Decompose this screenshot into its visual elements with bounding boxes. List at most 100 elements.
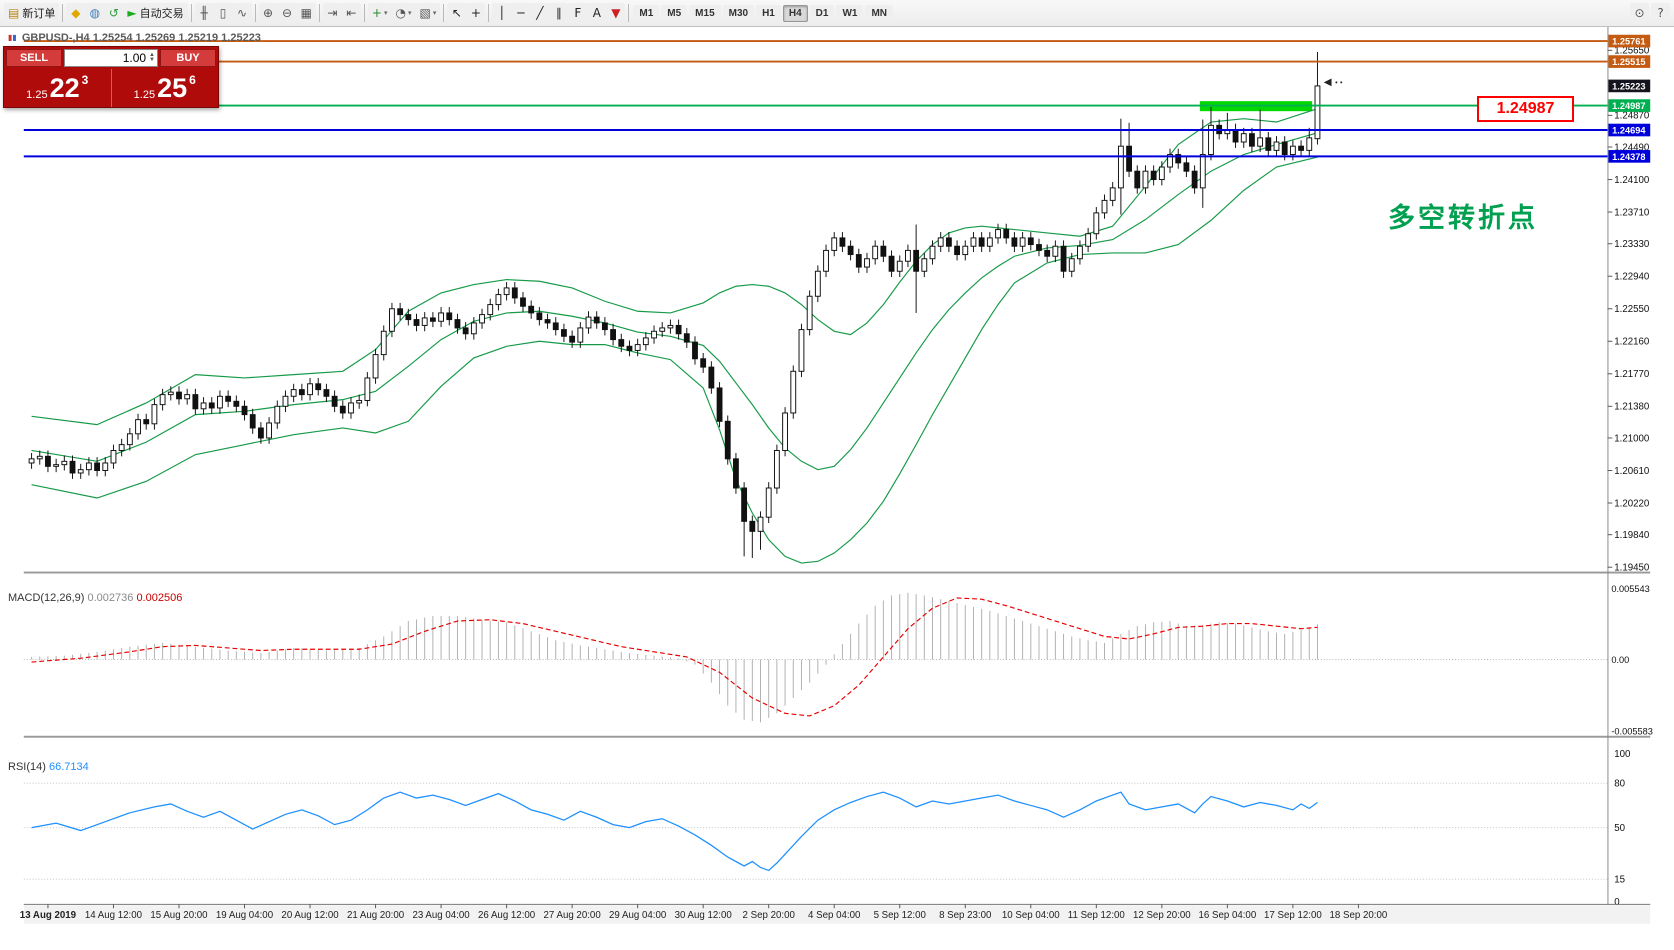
svg-text:15 Aug 20:00: 15 Aug 20:00 [150, 910, 208, 921]
horizontal-line-icon: ─ [517, 6, 525, 20]
svg-text:18 Sep 20:00: 18 Sep 20:00 [1330, 910, 1388, 921]
time-axis-strip [23, 905, 1651, 924]
svg-text:0.00: 0.00 [1611, 655, 1629, 665]
search-icon[interactable]: ⊙ [1630, 3, 1649, 23]
refresh-icon[interactable]: ↺ [104, 3, 124, 23]
zoom-in-icon: ⊕ [263, 6, 274, 20]
timeframe-d1[interactable]: D1 [809, 4, 835, 22]
svg-text:1.19450: 1.19450 [1614, 563, 1650, 574]
svg-text:1.23710: 1.23710 [1614, 207, 1650, 218]
svg-text:11 Sep 12:00: 11 Sep 12:00 [1068, 910, 1126, 921]
chart-shift-icon[interactable]: ⇤ [341, 3, 361, 23]
templates-button[interactable]: ▧ ▾ [415, 3, 441, 23]
tile-windows-icon: ▦ [300, 6, 312, 20]
svg-text:1.25515: 1.25515 [1612, 57, 1645, 67]
sell-price[interactable]: 1.25 22 3 [4, 69, 112, 107]
trade-panel-prices: 1.25 22 3 1.25 25 6 [4, 69, 218, 107]
chart-title-text: GBPUSD-,H4 1.25254 1.25269 1.25219 1.252… [21, 32, 261, 44]
svg-text:1.24694: 1.24694 [1612, 125, 1646, 135]
svg-text:80: 80 [1614, 779, 1625, 790]
timeframe-m5[interactable]: M5 [661, 4, 688, 22]
auto-scroll-icon[interactable]: ⇥ [322, 3, 342, 23]
navigator-icon[interactable]: ◍ [85, 3, 105, 23]
volume-spinner[interactable]: ▲ ▼ [149, 52, 155, 63]
tile-windows-icon[interactable]: ▦ [296, 3, 316, 23]
timeframe-m15[interactable]: M15 [689, 4, 721, 22]
buy-price[interactable]: 1.25 25 6 [112, 69, 219, 107]
line-chart-mode-icon[interactable]: ∿ [232, 3, 252, 23]
spinner-down-icon[interactable]: ▼ [149, 57, 155, 63]
periods-button[interactable]: ◔ ▾ [391, 3, 416, 23]
svg-text:1.24100: 1.24100 [1614, 175, 1650, 186]
time-axis[interactable] [0, 930, 1630, 950]
timeframe-m30[interactable]: M30 [722, 4, 755, 22]
trade-panel-top-row: SELL 1.00 ▲ ▼ BUY [4, 47, 218, 69]
cursor-icon[interactable]: ↖ [447, 3, 467, 23]
help-icon[interactable]: ? [1651, 3, 1670, 23]
macd-panel-separator [23, 571, 1651, 574]
autotrading-button[interactable]: ► 自动交易 [123, 3, 188, 23]
new-order-icon: ▤ [8, 6, 20, 20]
price-scale-badge [1608, 55, 1651, 68]
price-scale-badge [1608, 79, 1651, 93]
price-scale-badge [1608, 123, 1651, 137]
svg-text:1.22550: 1.22550 [1614, 304, 1650, 315]
fibonacci-icon[interactable]: F [568, 3, 588, 23]
svg-text:-0.005583: -0.005583 [1611, 726, 1653, 736]
svg-text:1.22940: 1.22940 [1614, 272, 1650, 283]
pivot-note-text[interactable]: 多空转折点 [1388, 203, 1538, 233]
toolbar-separator [254, 4, 256, 22]
trendline-icon[interactable]: ╱ [530, 3, 550, 23]
toolbar-separator [628, 4, 630, 22]
candlestick-mode-icon[interactable]: ▯ [213, 3, 233, 23]
pivot-price-label[interactable]: 1.24987 [1477, 96, 1574, 122]
spinner-up-icon[interactable]: ▲ [149, 52, 155, 58]
toolbar-separator [190, 4, 192, 22]
timeframe-h1[interactable]: H1 [756, 4, 781, 22]
bollinger-middle-line [31, 132, 1318, 471]
timeframe-w1[interactable]: W1 [836, 4, 864, 22]
chevron-down-icon: ▾ [432, 9, 437, 17]
svg-text:27 Aug 20:00: 27 Aug 20:00 [544, 910, 602, 921]
price-scale-border [1607, 27, 1609, 905]
navigator-icon: ◍ [89, 6, 101, 20]
sell-price-pip: 3 [81, 73, 89, 87]
chart-title: ▮▮ GBPUSD-,H4 1.25254 1.25269 1.25219 1.… [8, 32, 261, 44]
vertical-line-icon[interactable]: │ [492, 3, 512, 23]
timeframe-mn[interactable]: MN [865, 4, 894, 22]
price-scale[interactable] [1630, 27, 1674, 930]
new-order-button[interactable]: ▤ 新订单 [4, 3, 60, 23]
toolbar-separator [363, 4, 365, 22]
horizontal-line-icon[interactable]: ─ [511, 3, 531, 23]
text-label-icon[interactable]: A [587, 3, 607, 23]
toolbar: ▤ 新订单 ◆ ◍ ↺ ► 自动交易 ╫ ▯ ∿ ⊕ ⊖ ▦ ⇥ ⇤ + ▾ ◔ ▾ ▧ ▾ ↖ + │ ─ ╱ ∥ F A ▼ M1 M5 M… [0, 0, 1674, 27]
svg-text:1.21000: 1.21000 [1614, 433, 1650, 444]
timeframe-h4[interactable]: H4 [782, 4, 808, 22]
equidistant-channel-icon: ∥ [555, 6, 562, 20]
arrow-objects-icon[interactable]: ▼ [606, 3, 626, 23]
bar-chart-mode-icon: ╫ [200, 6, 208, 20]
zoom-in-icon[interactable]: ⊕ [258, 3, 278, 23]
toolbar-separator [488, 4, 490, 22]
metaeditor-icon[interactable]: ◆ [66, 3, 86, 23]
timeframe-m1[interactable]: M1 [633, 4, 660, 22]
chart-canvas[interactable]: 1.256501.248701.244901.241001.237101.233… [0, 27, 1674, 950]
indicators-list-button[interactable]: + ▾ [367, 3, 392, 23]
crosshair-icon[interactable]: + [466, 3, 486, 23]
volume-input[interactable]: 1.00 ▲ ▼ [64, 49, 158, 67]
chevron-down-icon: ▾ [407, 9, 412, 17]
svg-text:0.005543: 0.005543 [1611, 584, 1649, 594]
svg-text:1.19840: 1.19840 [1614, 530, 1650, 541]
equidistant-channel-icon[interactable]: ∥ [549, 3, 569, 23]
svg-text:1.25650: 1.25650 [1614, 46, 1650, 57]
buy-button[interactable]: BUY [160, 49, 216, 67]
rsi-name: RSI(14) [8, 761, 46, 773]
zoom-out-icon[interactable]: ⊖ [277, 3, 297, 23]
svg-text:26 Aug 12:00: 26 Aug 12:00 [478, 910, 536, 921]
bar-chart-mode-icon[interactable]: ╫ [194, 3, 214, 23]
toolbar-separator [318, 4, 320, 22]
svg-text:1.25223: 1.25223 [1612, 81, 1645, 91]
sell-button[interactable]: SELL [6, 49, 62, 67]
price-pointer-icon [1323, 78, 1332, 87]
svg-text:1.24490: 1.24490 [1614, 142, 1650, 153]
